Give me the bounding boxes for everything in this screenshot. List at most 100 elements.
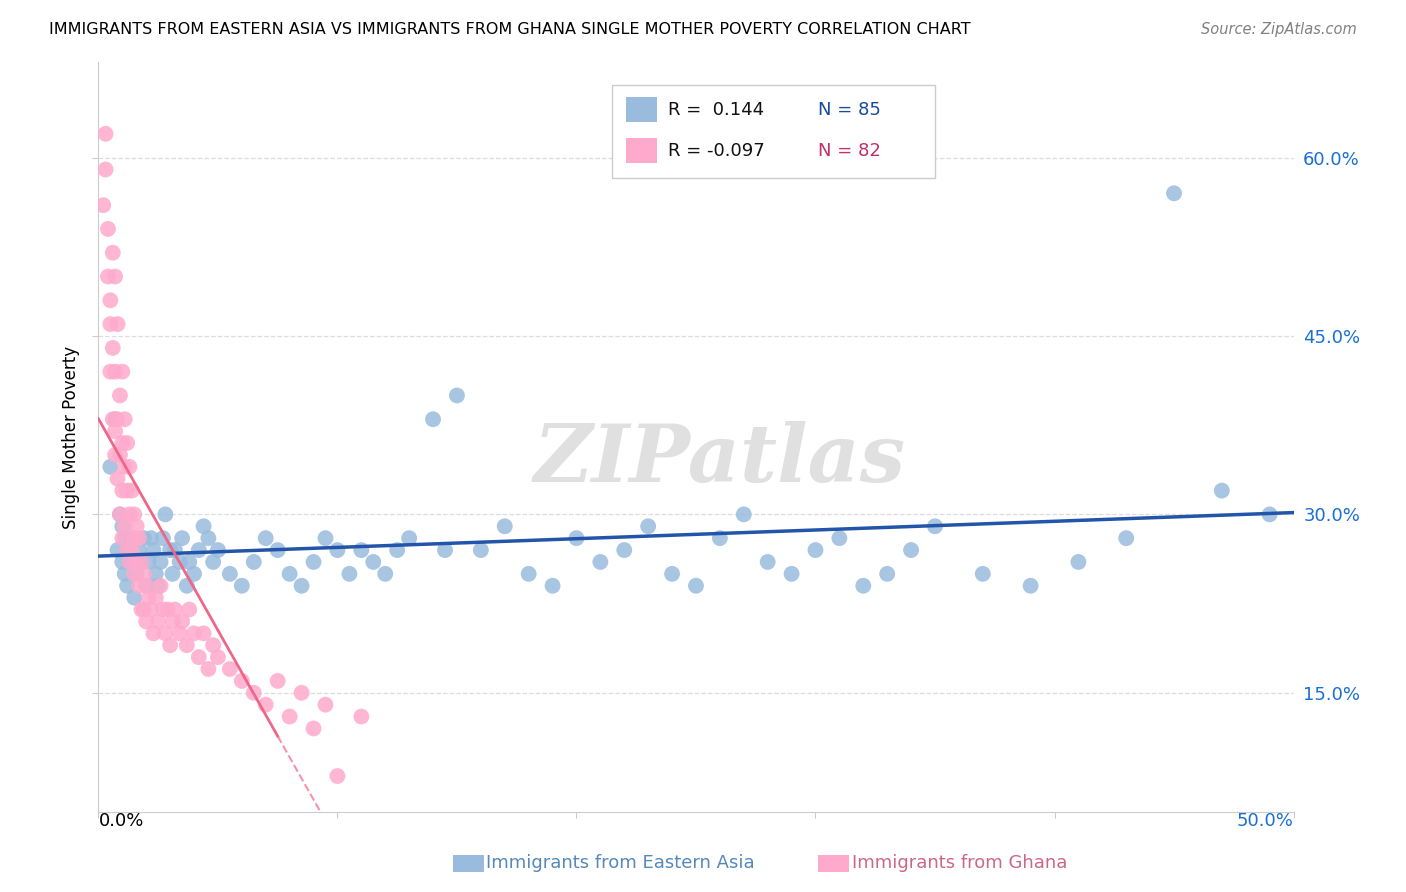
Point — [107, 543, 129, 558]
Point — [207, 543, 229, 558]
Point — [124, 591, 146, 605]
Point — [446, 388, 468, 402]
Point — [115, 436, 138, 450]
Point — [494, 519, 516, 533]
Point — [108, 448, 131, 462]
Point — [115, 543, 138, 558]
Point — [315, 531, 337, 545]
Text: N = 82: N = 82 — [818, 142, 882, 160]
Point — [1258, 508, 1281, 522]
Point — [972, 566, 994, 581]
Point — [111, 483, 134, 498]
Point — [179, 602, 201, 616]
Point — [152, 602, 174, 616]
Point — [118, 555, 141, 569]
Point — [187, 543, 209, 558]
Point — [828, 531, 851, 545]
Point — [159, 638, 181, 652]
Point — [326, 769, 349, 783]
Point — [98, 293, 122, 308]
Point — [565, 531, 588, 545]
Point — [176, 638, 198, 652]
Point — [142, 626, 165, 640]
Point — [162, 615, 184, 629]
Point — [97, 269, 120, 284]
Point — [108, 508, 131, 522]
Text: 50.0%: 50.0% — [1237, 812, 1294, 830]
Point — [900, 543, 922, 558]
Point — [350, 543, 373, 558]
Point — [138, 591, 160, 605]
Point — [145, 591, 167, 605]
Point — [111, 436, 134, 450]
Point — [169, 626, 191, 640]
Point — [326, 543, 349, 558]
Point — [661, 566, 683, 581]
Point — [97, 222, 120, 236]
Point — [278, 709, 301, 723]
Point — [363, 555, 385, 569]
Point — [128, 543, 150, 558]
Point — [94, 127, 117, 141]
Text: Immigrants from Eastern Asia: Immigrants from Eastern Asia — [486, 855, 755, 872]
Point — [121, 543, 143, 558]
Point — [637, 519, 659, 533]
Point — [172, 531, 194, 545]
Point — [135, 615, 157, 629]
Point — [125, 519, 148, 533]
Point — [115, 543, 138, 558]
Point — [172, 615, 194, 629]
Point — [128, 579, 150, 593]
Point — [169, 555, 191, 569]
Point — [207, 650, 229, 665]
Point — [118, 508, 141, 522]
Point — [111, 531, 134, 545]
Point — [149, 555, 172, 569]
Point — [159, 543, 181, 558]
Point — [131, 602, 153, 616]
Text: N = 85: N = 85 — [818, 101, 882, 119]
Point — [94, 162, 117, 177]
Point — [231, 673, 253, 688]
Point — [104, 424, 127, 438]
Point — [108, 388, 131, 402]
Text: R = -0.097: R = -0.097 — [668, 142, 765, 160]
Point — [1019, 579, 1042, 593]
Point — [104, 412, 127, 426]
Point — [231, 579, 253, 593]
Text: 0.0%: 0.0% — [98, 812, 143, 830]
Point — [202, 555, 225, 569]
Point — [111, 365, 134, 379]
Point — [104, 448, 127, 462]
Point — [131, 555, 153, 569]
Point — [128, 531, 150, 545]
Point — [302, 555, 325, 569]
Point — [121, 483, 143, 498]
Point — [470, 543, 492, 558]
Point — [613, 543, 636, 558]
Point — [121, 531, 143, 545]
Point — [852, 579, 875, 593]
Y-axis label: Single Mother Poverty: Single Mother Poverty — [62, 345, 80, 529]
Point — [254, 698, 277, 712]
Point — [422, 412, 444, 426]
Point — [148, 615, 170, 629]
Point — [434, 543, 457, 558]
Point — [148, 579, 170, 593]
Point — [1163, 186, 1185, 201]
Point — [374, 566, 396, 581]
Point — [398, 531, 420, 545]
Point — [176, 579, 198, 593]
Point — [183, 626, 205, 640]
Point — [114, 519, 136, 533]
Point — [315, 698, 337, 712]
Point — [91, 198, 114, 212]
Point — [780, 566, 803, 581]
Point — [104, 269, 127, 284]
Point — [756, 555, 779, 569]
Point — [108, 508, 131, 522]
Point — [107, 317, 129, 331]
Point — [278, 566, 301, 581]
Point — [302, 722, 325, 736]
Point — [291, 686, 314, 700]
